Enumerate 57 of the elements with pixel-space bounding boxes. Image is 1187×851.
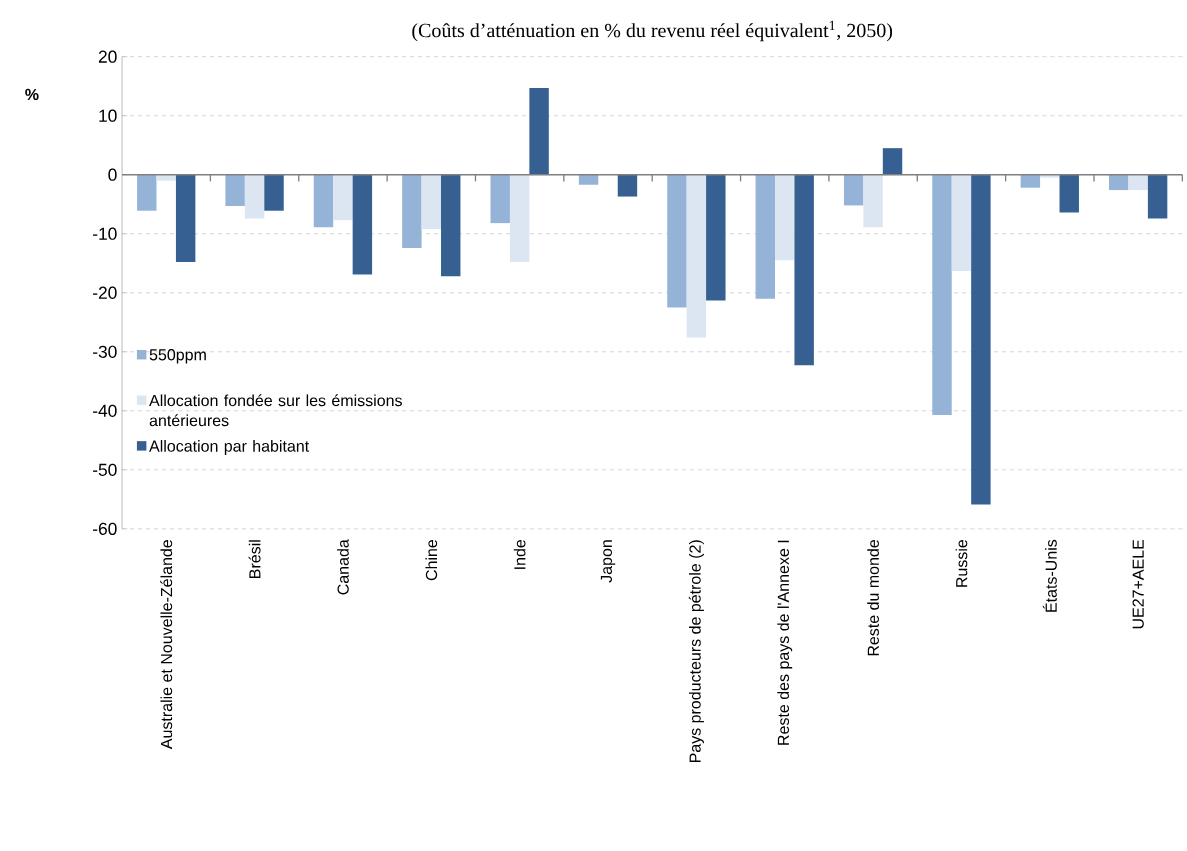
bar [402, 174, 422, 248]
y-tick-label: 0 [108, 168, 117, 181]
bar [225, 174, 245, 207]
bar [1020, 174, 1041, 188]
y-tick-label: 20 [98, 50, 117, 63]
bar [529, 88, 549, 175]
bar [667, 174, 687, 308]
x-tick-label: Chine [425, 540, 438, 581]
x-tick-label: Pays producteurs de pétrole (2) [688, 540, 704, 763]
bar [882, 148, 903, 175]
y-tick-label: -50 [93, 463, 117, 476]
legend-label: Allocation fondée sur les émissions antérieures [149, 394, 402, 427]
bar [441, 174, 461, 277]
x-tick-label: Reste des pays de l'Annexe I [777, 540, 793, 745]
bar [843, 174, 864, 206]
bar [421, 174, 442, 230]
x-tick-label: Brésil [248, 540, 261, 578]
bar [137, 174, 157, 211]
y-tick-label: -40 [93, 404, 117, 417]
bar [951, 174, 972, 271]
bar [509, 174, 530, 263]
y-tick-label: -30 [93, 345, 117, 358]
y-tick-label: 10 [99, 109, 117, 122]
bar [490, 174, 510, 224]
bar [863, 174, 883, 228]
legend-label: 550ppm [149, 349, 206, 364]
x-tick-label: Japon [600, 540, 616, 583]
y-axis-title: % [25, 88, 39, 101]
bar [775, 174, 795, 261]
bar [794, 174, 814, 366]
bar [244, 174, 265, 219]
bar [755, 174, 776, 299]
bar [1128, 174, 1148, 191]
x-tick-label: États-Unis [1042, 539, 1057, 612]
bar [617, 174, 638, 197]
bar [686, 174, 707, 338]
bar [932, 174, 952, 415]
y-tick-label: -60 [93, 522, 117, 535]
bar [706, 174, 726, 301]
bar [971, 174, 991, 505]
y-tick-label: -10 [93, 227, 117, 240]
bar [333, 174, 353, 221]
x-tick-label: Inde [513, 539, 526, 569]
x-tick-label: Canada [337, 539, 349, 595]
bar [352, 174, 373, 275]
y-tick-label: -20 [93, 286, 117, 299]
chart-title: (Coûts d’atténuation en % du revenu réel équivalent$^{1}$, 2050) [412, 20, 893, 42]
bar [175, 174, 196, 263]
x-tick-label: Australie et Nouvelle-Zélande [160, 540, 173, 750]
x-tick-label: Russie [955, 540, 968, 587]
bar [1059, 174, 1079, 213]
bar [1147, 174, 1168, 219]
legend-label: Allocation par habitant [149, 440, 310, 455]
x-tick-label: Reste du monde [867, 540, 879, 656]
bar [313, 174, 334, 228]
bar [264, 174, 284, 211]
x-tick-label: UE27+AELE [1132, 539, 1144, 629]
